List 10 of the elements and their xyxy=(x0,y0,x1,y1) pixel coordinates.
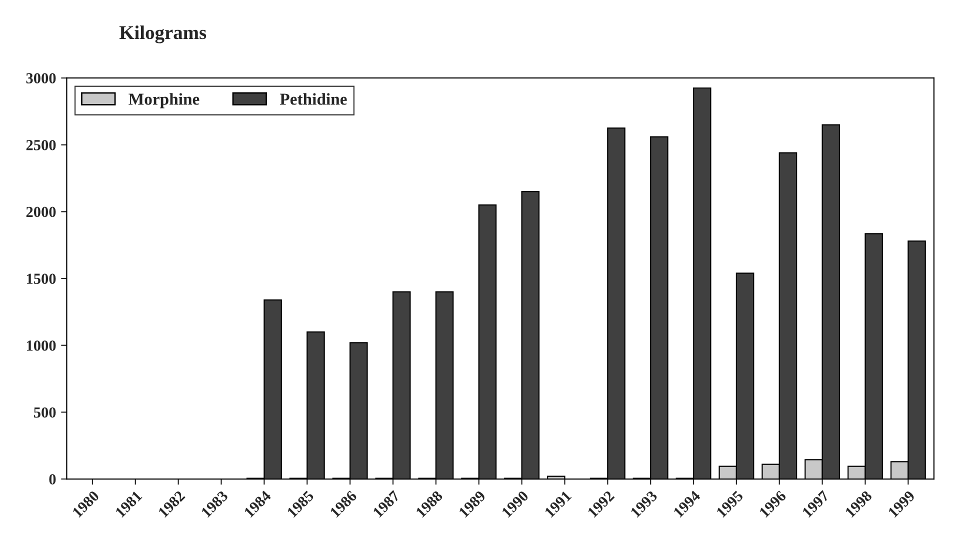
y-tick-label: 2500 xyxy=(26,140,56,150)
y-tick-label: 500 xyxy=(34,407,56,418)
legend-label: Morphine xyxy=(128,93,200,108)
y-tick-label: 2000 xyxy=(26,206,56,218)
y-axis-title: Kilograms xyxy=(119,25,206,44)
y-tick-label: 1500 xyxy=(26,274,56,284)
y-tick-label: 3000 xyxy=(26,73,56,84)
y-tick-label: 1000 xyxy=(26,340,56,351)
y-tick-label: 0 xyxy=(49,474,56,484)
legend-label: Pethidine xyxy=(280,93,347,105)
